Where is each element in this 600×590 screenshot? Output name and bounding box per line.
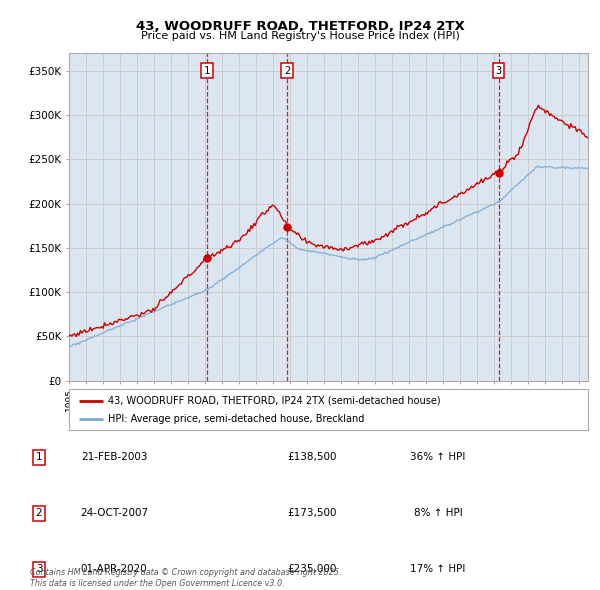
Text: 2: 2 <box>284 66 290 76</box>
Text: Contains HM Land Registry data © Crown copyright and database right 2025.
This d: Contains HM Land Registry data © Crown c… <box>30 568 341 588</box>
Text: 43, WOODRUFF ROAD, THETFORD, IP24 2TX: 43, WOODRUFF ROAD, THETFORD, IP24 2TX <box>136 20 464 33</box>
Text: 01-APR-2020: 01-APR-2020 <box>80 565 148 574</box>
Text: 36% ↑ HPI: 36% ↑ HPI <box>410 453 466 462</box>
Text: 43, WOODRUFF ROAD, THETFORD, IP24 2TX (semi-detached house): 43, WOODRUFF ROAD, THETFORD, IP24 2TX (s… <box>108 396 440 406</box>
Text: HPI: Average price, semi-detached house, Breckland: HPI: Average price, semi-detached house,… <box>108 415 364 424</box>
Text: 8% ↑ HPI: 8% ↑ HPI <box>413 509 463 518</box>
Text: £235,000: £235,000 <box>287 565 337 574</box>
Text: 21-FEB-2003: 21-FEB-2003 <box>81 453 147 462</box>
Text: 1: 1 <box>204 66 210 76</box>
Text: Price paid vs. HM Land Registry's House Price Index (HPI): Price paid vs. HM Land Registry's House … <box>140 31 460 41</box>
Text: £138,500: £138,500 <box>287 453 337 462</box>
Text: £173,500: £173,500 <box>287 509 337 518</box>
FancyBboxPatch shape <box>69 389 588 430</box>
Text: 3: 3 <box>35 565 43 574</box>
Text: 1: 1 <box>35 453 43 462</box>
Text: 24-OCT-2007: 24-OCT-2007 <box>80 509 148 518</box>
Text: 2: 2 <box>35 509 43 518</box>
Text: 3: 3 <box>496 66 502 76</box>
Text: 17% ↑ HPI: 17% ↑ HPI <box>410 565 466 574</box>
